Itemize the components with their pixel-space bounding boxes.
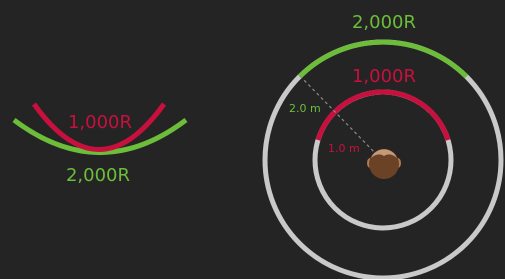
inner-radius-label: 1.0 m [328, 142, 360, 155]
diagram: 1,000R 2,000R 2,000R 1,000R 2.0 m 1.0 m [0, 0, 505, 279]
background [0, 0, 505, 279]
inner-label: 1,000R [68, 112, 132, 133]
page: {"left_diagram": {"inner_label": "1,000R… [0, 0, 505, 279]
outer-radius-label: 2.0 m [289, 102, 321, 115]
inner-label: 1,000R [352, 66, 416, 87]
body: 1,000R 2,000R 2,000R 1,000R 2.0 m 1.0 m … [0, 0, 505, 279]
outer-label: 2,000R [352, 12, 416, 33]
outer-label: 2,000R [66, 165, 130, 186]
